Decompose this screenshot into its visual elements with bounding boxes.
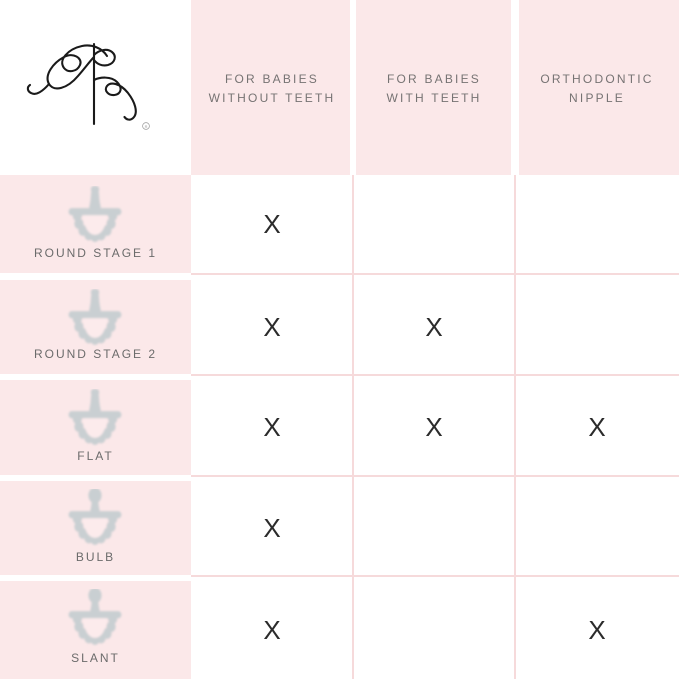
svg-text:R: R [145,124,148,129]
